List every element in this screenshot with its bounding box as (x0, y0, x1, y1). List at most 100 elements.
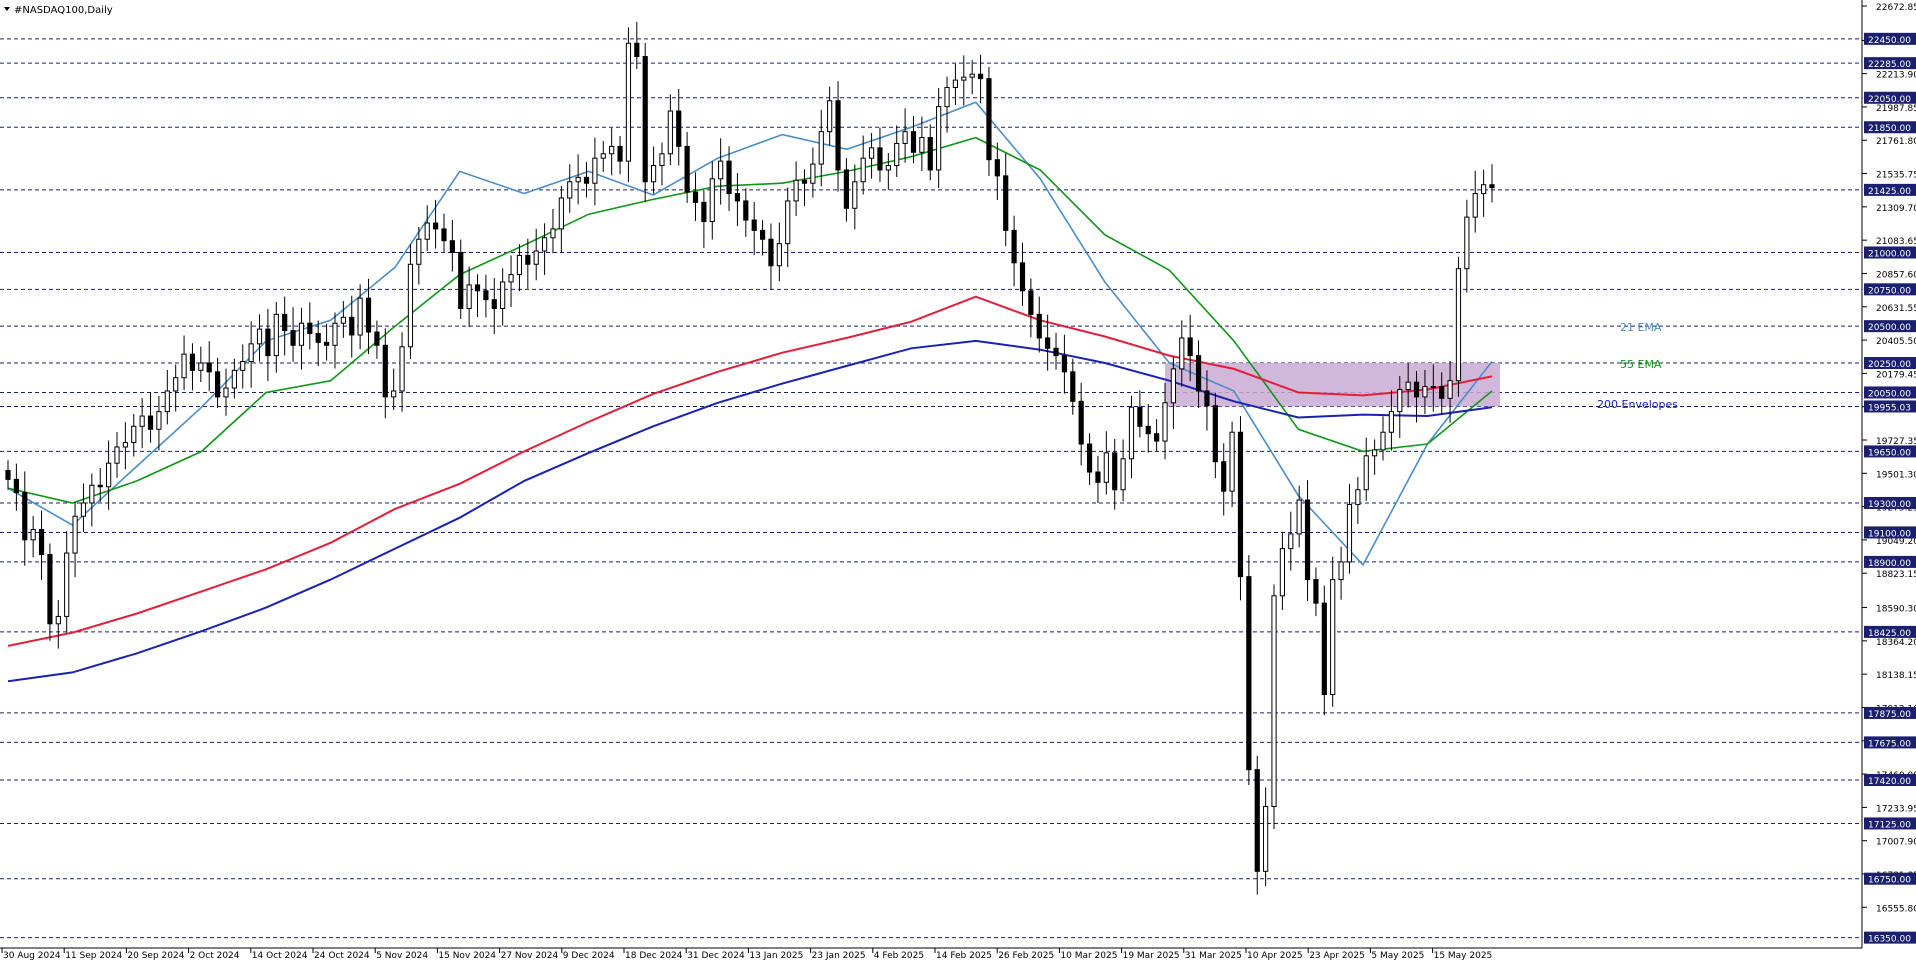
candle-body (1464, 216, 1470, 270)
price-tick-label: 20857.60 (1876, 270, 1916, 280)
candle-body (80, 502, 87, 517)
candle-body (558, 197, 564, 230)
series-line-2 (7, 295, 1493, 647)
candle-body (1346, 503, 1353, 563)
price-tick-label: 18364.20 (1876, 638, 1916, 648)
label-200-envelopes: 200 Envelopes (1597, 398, 1678, 411)
candle-body (785, 200, 791, 245)
price-tick-label: 16555.80 (1876, 904, 1916, 914)
candle-body (500, 281, 506, 309)
level-tag-label: 21425.00 (1868, 187, 1911, 197)
level-tag-label: 20250.00 (1868, 360, 1911, 370)
candle-body (927, 137, 933, 171)
time-tick-label: 24 Oct 2024 (314, 951, 370, 961)
level-tag (1864, 736, 1916, 749)
candle-body (139, 415, 145, 427)
time-tick-label: 20 Sep 2024 (127, 951, 184, 961)
dropdown-icon[interactable] (4, 7, 10, 11)
candle-body (961, 76, 967, 81)
candle-body (944, 86, 950, 108)
candle-body (1128, 406, 1135, 460)
price-tick-label: 21987.85 (1876, 104, 1916, 114)
level-tag-label: 20750.00 (1868, 286, 1911, 296)
candle-body (634, 42, 640, 58)
candle-body (1304, 499, 1311, 581)
candle-body (1003, 175, 1009, 231)
candle-body (1120, 458, 1126, 491)
candle-body (1036, 313, 1042, 339)
candle-body (1229, 431, 1235, 492)
time-tick-label: 5 Nov 2024 (376, 951, 428, 961)
candle-body (1112, 452, 1118, 491)
candle-body (1413, 381, 1420, 398)
time-tick-label: 19 Mar 2025 (1123, 951, 1180, 961)
price-tick-label: 18590.30 (1876, 605, 1916, 615)
candle-body (1405, 381, 1411, 391)
time-tick-label: 30 Aug 2024 (3, 951, 61, 961)
candle-body (189, 353, 196, 371)
candle-body (173, 377, 179, 392)
level-tag (1864, 931, 1916, 944)
candle-body (1455, 268, 1462, 382)
candle-body (801, 179, 808, 184)
level-tag (1864, 32, 1916, 45)
candle-body (215, 371, 221, 398)
level-tag-label: 18900.00 (1868, 559, 1911, 569)
candle-body (1103, 452, 1109, 483)
candle-body (458, 251, 464, 309)
candle-body (575, 176, 581, 183)
level-tag-label: 17875.00 (1868, 710, 1911, 720)
candle-body (1154, 433, 1160, 442)
time-tick-label: 13 Jan 2025 (749, 951, 803, 961)
candle-body (508, 274, 514, 283)
candle-body (969, 73, 975, 78)
candle-body (701, 201, 707, 223)
candle-body (1187, 337, 1193, 357)
candle-body (952, 79, 959, 88)
price-tick-label: 19501.30 (1876, 470, 1916, 480)
candle-body (399, 346, 405, 392)
candle-body (114, 446, 120, 464)
candle-body (1221, 461, 1227, 492)
candle-body (298, 322, 305, 346)
level-tag-label: 22050.00 (1868, 95, 1911, 105)
candle-body (1288, 533, 1294, 550)
candle-body (424, 222, 430, 240)
candle-body (625, 42, 632, 162)
level-tag-label: 16750.00 (1868, 876, 1911, 886)
candle-body (382, 344, 388, 398)
candle-body (533, 250, 539, 265)
level-tag (1864, 320, 1916, 333)
level-tag-label: 19650.00 (1868, 448, 1911, 458)
candle-body (72, 515, 78, 554)
candle-body (1145, 425, 1151, 435)
candle-body (1212, 405, 1218, 463)
level-tag (1864, 817, 1916, 830)
candle-body (977, 73, 984, 80)
candle-body (265, 328, 271, 357)
price-tick-label: 21309.70 (1876, 204, 1916, 214)
candle-body (894, 142, 900, 167)
candle-body (231, 369, 237, 389)
candle-body (206, 362, 212, 373)
candle-body (1439, 386, 1445, 399)
time-tick-label: 14 Oct 2024 (252, 951, 308, 961)
candle-body (827, 100, 833, 133)
candle-body (256, 328, 263, 345)
candle-body (315, 333, 321, 343)
candle-body (474, 284, 481, 292)
price-tick-label: 19049.20 (1876, 537, 1916, 547)
candle-body (810, 163, 816, 184)
level-tag (1864, 555, 1916, 568)
level-tag (1864, 496, 1916, 509)
level-tag (1864, 386, 1916, 399)
candle-body (240, 361, 246, 371)
candle-body (726, 160, 732, 195)
price-tick-label: 21761.80 (1876, 137, 1916, 147)
candle-body (374, 331, 380, 346)
time-tick-label: 18 Dec 2024 (625, 951, 683, 961)
candle-body (47, 554, 53, 625)
candle-body (441, 228, 447, 242)
